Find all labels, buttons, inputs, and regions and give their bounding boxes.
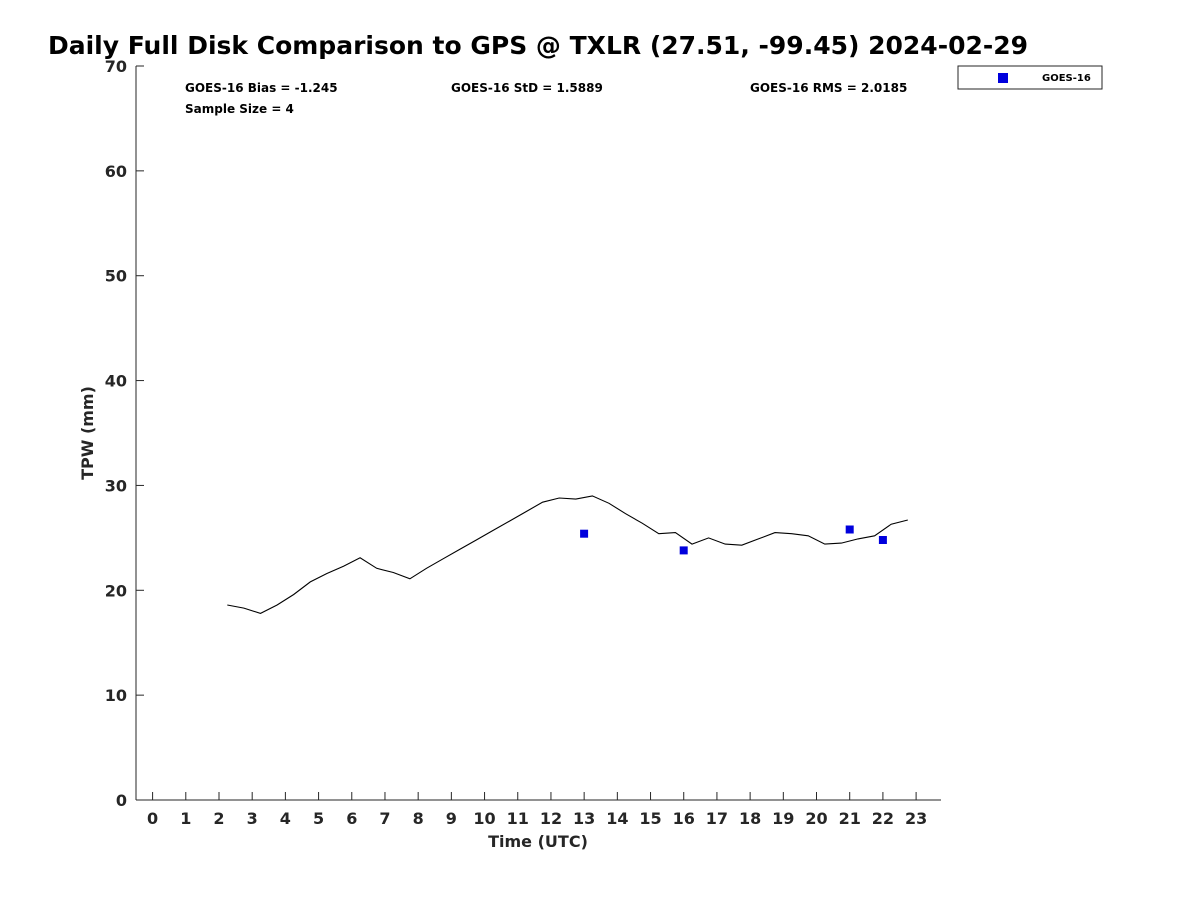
legend: GOES-16 bbox=[957, 65, 1103, 90]
goes16-point bbox=[580, 529, 589, 538]
x-axis-label: Time (UTC) bbox=[488, 832, 588, 851]
y-tick-label: 70 bbox=[105, 57, 127, 76]
legend-box bbox=[957, 65, 1103, 90]
y-tick-label: 60 bbox=[105, 162, 127, 181]
x-tick-label: 11 bbox=[507, 809, 529, 828]
x-tick-label: 5 bbox=[313, 809, 324, 828]
chart-title: Daily Full Disk Comparison to GPS @ TXLR… bbox=[48, 31, 1028, 60]
y-tick-label: 30 bbox=[105, 476, 127, 495]
x-tick-label: 21 bbox=[839, 809, 861, 828]
plot-area bbox=[227, 495, 908, 614]
x-tick-label: 9 bbox=[446, 809, 457, 828]
y-tick-label: 10 bbox=[105, 686, 127, 705]
x-tick-label: 22 bbox=[872, 809, 894, 828]
y-tick-label: 40 bbox=[105, 372, 127, 391]
goes16-point bbox=[845, 525, 854, 534]
x-tick-label: 20 bbox=[805, 809, 827, 828]
x-tick-label: 2 bbox=[213, 809, 224, 828]
goes16-point bbox=[878, 536, 887, 544]
x-tick-label: 15 bbox=[639, 809, 661, 828]
stats-box: GOES-16 Bias = -1.245 GOES-16 StD = 1.58… bbox=[185, 81, 907, 116]
y-tick-label: 0 bbox=[116, 791, 127, 810]
x-tick-label: 13 bbox=[573, 809, 595, 828]
x-tick-label: 3 bbox=[247, 809, 258, 828]
legend-marker-goes16 bbox=[998, 73, 1008, 83]
y-ticks: 0 10 20 30 40 50 60 70 bbox=[105, 57, 144, 810]
x-ticks: 0 1 2 3 4 5 6 7 8 9 10 11 12 13 14 15 16 17 18 19 20 21 22 23 bbox=[147, 792, 927, 828]
x-tick-label: 6 bbox=[346, 809, 357, 828]
x-tick-label: 18 bbox=[739, 809, 761, 828]
x-tick-label: 8 bbox=[413, 809, 424, 828]
goes16-point bbox=[679, 546, 688, 555]
x-tick-label: 10 bbox=[473, 809, 495, 828]
x-tick-label: 4 bbox=[280, 809, 291, 828]
stat-std: GOES-16 StD = 1.5889 bbox=[451, 81, 603, 95]
x-tick-label: 1 bbox=[180, 809, 191, 828]
x-tick-label: 17 bbox=[706, 809, 728, 828]
x-tick-label: 14 bbox=[606, 809, 628, 828]
axes bbox=[135, 66, 941, 801]
stat-sample-size: Sample Size = 4 bbox=[185, 102, 294, 116]
stat-rms: GOES-16 RMS = 2.0185 bbox=[750, 81, 907, 95]
y-axis-label: TPW (mm) bbox=[78, 386, 97, 480]
stat-bias: GOES-16 Bias = -1.245 bbox=[185, 81, 338, 95]
x-tick-label: 16 bbox=[673, 809, 695, 828]
x-tick-label: 23 bbox=[905, 809, 927, 828]
legend-label-goes16: GOES-16 bbox=[1042, 73, 1091, 84]
y-tick-label: 50 bbox=[105, 267, 127, 286]
gps-tpw-line bbox=[227, 495, 908, 614]
x-tick-label: 12 bbox=[540, 809, 562, 828]
x-tick-label: 19 bbox=[772, 809, 794, 828]
x-tick-label: 0 bbox=[147, 809, 158, 828]
y-tick-label: 20 bbox=[105, 581, 127, 600]
x-tick-label: 7 bbox=[379, 809, 390, 828]
